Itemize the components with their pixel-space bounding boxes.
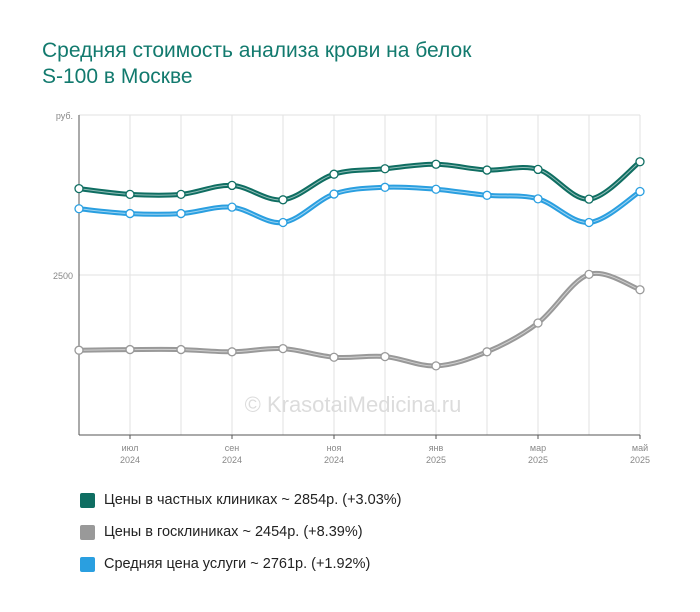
x-tick-label-month: ноя bbox=[327, 443, 342, 453]
watermark-text: © KrasotaiMedicina.ru bbox=[245, 392, 462, 417]
data-point-1 bbox=[482, 347, 492, 357]
data-point-2 bbox=[329, 189, 339, 199]
data-point-2 bbox=[482, 190, 492, 200]
data-point-0 bbox=[74, 183, 84, 194]
legend: Цены в частных клиниках ~ 2854р. (+3.03%… bbox=[80, 484, 402, 580]
series-lines bbox=[76, 159, 643, 369]
legend-label-private: Цены в частных клиниках ~ 2854р. (+3.03%… bbox=[104, 492, 402, 508]
legend-item-private: Цены в частных клиниках ~ 2854р. (+3.03%… bbox=[80, 484, 402, 516]
data-point-0 bbox=[635, 157, 645, 167]
series-line-highlight-2 bbox=[78, 186, 641, 224]
series-line-2 bbox=[76, 184, 643, 226]
data-point-0 bbox=[533, 164, 543, 175]
data-point-1 bbox=[227, 347, 237, 357]
legend-swatch-private bbox=[80, 492, 95, 508]
data-point-1 bbox=[380, 351, 390, 362]
x-tick-label-year: 2025 bbox=[426, 455, 446, 465]
data-point-0 bbox=[482, 165, 492, 175]
x-tick-label-month: сен bbox=[225, 443, 240, 453]
data-point-0 bbox=[380, 164, 390, 174]
chart-title-line-1: Средняя стоимость анализа крови на белок bbox=[42, 39, 472, 62]
data-point-0 bbox=[584, 194, 594, 204]
x-tick-label-year: 2025 bbox=[528, 455, 548, 465]
series-points bbox=[74, 157, 645, 371]
x-tick-label-month: янв bbox=[429, 443, 444, 453]
series-line-highlight-1 bbox=[78, 272, 641, 367]
x-tick-label-year: 2025 bbox=[630, 455, 650, 465]
legend-swatch-average bbox=[80, 556, 95, 572]
data-point-1 bbox=[278, 343, 288, 354]
legend-item-public: Цены в госклиниках ~ 2454р. (+8.39%) bbox=[80, 516, 402, 548]
data-point-1 bbox=[74, 345, 84, 355]
x-tick-label-month: мар bbox=[530, 443, 546, 453]
data-point-1 bbox=[125, 344, 135, 355]
data-point-1 bbox=[431, 361, 441, 371]
x-tick-label-year: 2024 bbox=[324, 455, 344, 465]
legend-item-average: Средняя цена услуги ~ 2761р. (+1.92%) bbox=[80, 548, 402, 580]
chart-title-line-2: S-100 в Москве bbox=[42, 65, 193, 88]
axes: руб. 2500 июл 2024 сен 2024 ноя 2024 янв 2025 мар 2… bbox=[53, 111, 650, 465]
data-point-2 bbox=[125, 208, 135, 219]
legend-label-public: Цены в госклиниках ~ 2454р. (+8.39%) bbox=[104, 524, 363, 540]
data-point-2 bbox=[533, 194, 543, 204]
data-point-0 bbox=[278, 195, 288, 205]
line-chart: © KrasotaiMedicina.ru руб. 2500 июл 2024 сен… bbox=[53, 111, 650, 465]
data-point-2 bbox=[74, 204, 84, 214]
data-point-2 bbox=[380, 182, 390, 192]
data-point-2 bbox=[176, 208, 186, 219]
x-tick-label-year: 2024 bbox=[222, 455, 242, 465]
data-point-1 bbox=[329, 352, 339, 362]
x-tick-label-month: июл bbox=[122, 443, 139, 453]
legend-swatch-public bbox=[80, 524, 95, 540]
data-point-0 bbox=[329, 169, 339, 179]
x-tick-label-year: 2024 bbox=[120, 455, 140, 465]
x-tick-label-month: май bbox=[632, 443, 648, 453]
data-point-2 bbox=[227, 202, 237, 212]
data-point-1 bbox=[584, 269, 594, 280]
legend-label-average: Средняя цена услуги ~ 2761р. (+1.92%) bbox=[104, 556, 371, 572]
data-point-0 bbox=[125, 189, 135, 200]
y-tick-label: 2500 bbox=[53, 271, 73, 281]
data-point-0 bbox=[176, 189, 186, 200]
data-point-1 bbox=[176, 344, 186, 355]
series-line-1 bbox=[76, 270, 643, 369]
data-point-2 bbox=[431, 184, 441, 194]
chart-title: Средняя стоимость анализа крови на белок… bbox=[42, 38, 662, 90]
data-point-0 bbox=[431, 159, 441, 169]
data-point-2 bbox=[635, 186, 645, 197]
data-point-0 bbox=[227, 180, 237, 191]
data-point-2 bbox=[278, 217, 288, 228]
data-point-2 bbox=[584, 217, 594, 228]
data-point-1 bbox=[635, 285, 645, 295]
data-point-1 bbox=[533, 318, 543, 328]
y-axis-unit-label: руб. bbox=[56, 111, 73, 121]
grid-lines bbox=[78, 114, 641, 435]
